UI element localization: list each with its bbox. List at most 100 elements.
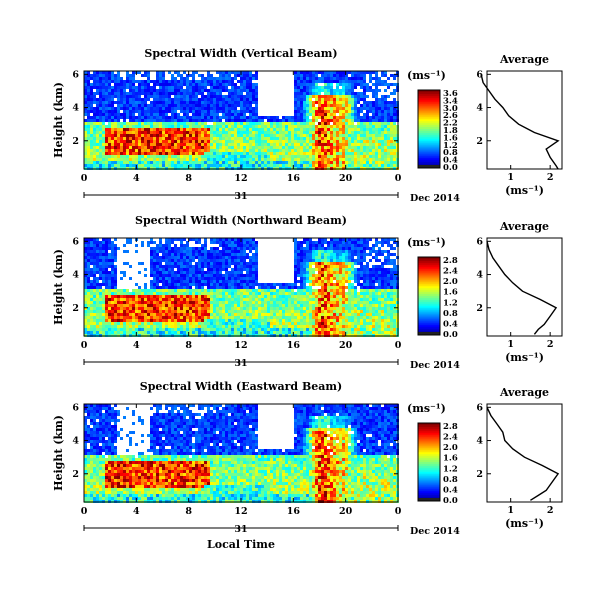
heatmap-cell bbox=[138, 155, 141, 158]
heatmap-cell bbox=[99, 295, 102, 298]
heatmap-cell bbox=[117, 113, 120, 116]
heatmap-cell bbox=[126, 146, 129, 149]
colorbar-tick-label: 3.0 bbox=[443, 104, 458, 114]
heatmap-cell bbox=[108, 262, 111, 265]
heatmap-cell bbox=[111, 295, 114, 298]
heatmap-cell bbox=[111, 125, 114, 128]
heatmap-cell bbox=[84, 131, 87, 134]
heatmap-cell bbox=[225, 247, 228, 250]
heatmap-cell bbox=[174, 140, 177, 143]
heatmap-cell bbox=[219, 110, 222, 113]
heatmap-cell bbox=[156, 247, 159, 250]
heatmap-cell bbox=[144, 146, 147, 149]
heatmap-cell bbox=[237, 86, 240, 89]
heatmap-cell bbox=[120, 304, 123, 307]
heatmap-cell bbox=[141, 119, 144, 122]
heatmap-cell bbox=[186, 301, 189, 304]
heatmap-cell bbox=[363, 113, 366, 116]
heatmap-cell bbox=[225, 292, 228, 295]
heatmap-cell bbox=[237, 259, 240, 262]
heatmap-cell bbox=[156, 104, 159, 107]
heatmap-cell bbox=[120, 316, 123, 319]
heatmap-cell bbox=[96, 74, 99, 77]
heatmap-cell bbox=[177, 131, 180, 134]
heatmap-cell bbox=[357, 143, 360, 146]
heatmap-cell bbox=[222, 301, 225, 304]
heatmap-cell bbox=[168, 322, 171, 325]
heatmap-cell bbox=[117, 289, 120, 292]
heatmap-cell bbox=[387, 137, 390, 140]
heatmap-cell bbox=[234, 259, 237, 262]
heatmap-cell bbox=[339, 98, 342, 101]
heatmap-cell bbox=[90, 86, 93, 89]
heatmap-cell bbox=[96, 86, 99, 89]
heatmap-cell bbox=[324, 92, 327, 95]
heatmap-cell bbox=[300, 116, 303, 119]
heatmap-cell bbox=[318, 155, 321, 158]
heatmap-cell bbox=[168, 116, 171, 119]
heatmap-cell bbox=[153, 301, 156, 304]
heatmap-cell bbox=[216, 95, 219, 98]
heatmap-cell bbox=[114, 95, 117, 98]
heatmap-cell bbox=[213, 98, 216, 101]
heatmap-cell bbox=[213, 316, 216, 319]
heatmap-cell bbox=[225, 164, 228, 167]
heatmap-cell bbox=[201, 259, 204, 262]
heatmap-cell bbox=[351, 128, 354, 131]
heatmap-cell bbox=[222, 238, 225, 241]
heatmap-cell bbox=[93, 71, 96, 74]
heatmap-cell bbox=[321, 74, 324, 77]
heatmap-cell bbox=[285, 146, 288, 149]
heatmap-cell bbox=[108, 92, 111, 95]
heatmap-cell bbox=[120, 295, 123, 298]
heatmap-cell bbox=[225, 110, 228, 113]
heatmap-cell bbox=[168, 83, 171, 86]
heatmap-cell bbox=[111, 301, 114, 304]
heatmap-cell bbox=[336, 149, 339, 152]
heatmap-cell bbox=[102, 295, 105, 298]
heatmap-cell bbox=[168, 146, 171, 149]
heatmap-cell bbox=[198, 80, 201, 83]
heatmap-cell bbox=[330, 140, 333, 143]
heatmap-cell bbox=[117, 107, 120, 110]
colorbar-band bbox=[418, 97, 440, 101]
heatmap-cell bbox=[84, 271, 87, 274]
heatmap-cell bbox=[111, 325, 114, 328]
heatmap-cell bbox=[93, 74, 96, 77]
heatmap-cell bbox=[171, 101, 174, 104]
heatmap-cell bbox=[264, 307, 267, 310]
heatmap-cell bbox=[357, 140, 360, 143]
heatmap-cell bbox=[90, 137, 93, 140]
heatmap-cell bbox=[267, 149, 270, 152]
heatmap-cell bbox=[348, 125, 351, 128]
heatmap-cell bbox=[195, 316, 198, 319]
heatmap-cell bbox=[204, 313, 207, 316]
heatmap-cell bbox=[87, 137, 90, 140]
heatmap-cell bbox=[171, 310, 174, 313]
heatmap-cell bbox=[387, 113, 390, 116]
heatmap-cell bbox=[114, 328, 117, 331]
heatmap-cell bbox=[93, 158, 96, 161]
heatmap-cell bbox=[213, 256, 216, 259]
heatmap-cell bbox=[204, 131, 207, 134]
heatmap-cell bbox=[357, 161, 360, 164]
heatmap-cell bbox=[348, 92, 351, 95]
heatmap-cell bbox=[204, 241, 207, 244]
heatmap-cell bbox=[375, 137, 378, 140]
heatmap-cell bbox=[129, 295, 132, 298]
heatmap-cell bbox=[222, 89, 225, 92]
heatmap-cell bbox=[174, 101, 177, 104]
heatmap-cell bbox=[90, 262, 93, 265]
colorbar: 3.63.43.02.62.21.81.61.20.80.40.0 bbox=[417, 89, 458, 173]
heatmap-cell bbox=[180, 74, 183, 77]
heatmap-cell bbox=[228, 134, 231, 137]
heatmap-cell bbox=[186, 128, 189, 131]
heatmap-cell bbox=[387, 161, 390, 164]
heatmap-cell bbox=[315, 140, 318, 143]
heatmap-cell bbox=[219, 89, 222, 92]
heatmap-cell bbox=[177, 298, 180, 301]
heatmap-cell bbox=[327, 104, 330, 107]
heatmap-cell bbox=[87, 325, 90, 328]
heatmap-cell bbox=[258, 149, 261, 152]
heatmap-cell bbox=[141, 292, 144, 295]
